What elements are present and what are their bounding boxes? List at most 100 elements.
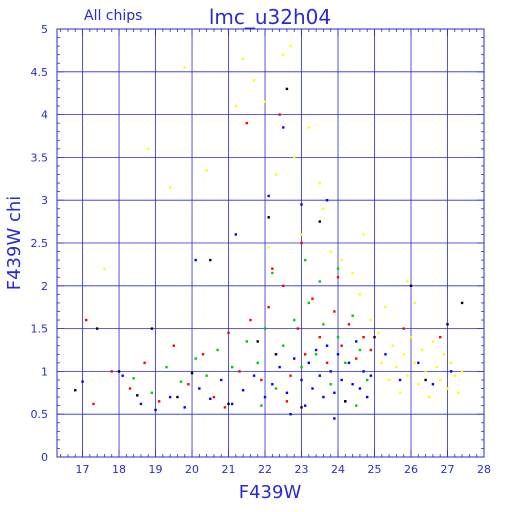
x-tick-marks (60, 29, 485, 457)
data-point (325, 199, 329, 202)
data-point (460, 370, 464, 373)
data-point (282, 53, 285, 56)
data-point (241, 389, 245, 392)
data-point (325, 361, 329, 365)
data-point (249, 318, 252, 322)
x-tick-label: 19 (149, 463, 163, 476)
grid-lines (57, 29, 484, 457)
data-point (271, 267, 274, 270)
data-point (358, 293, 362, 296)
data-point (256, 340, 259, 343)
data-point (238, 370, 241, 373)
data-point (340, 378, 343, 382)
data-point (344, 400, 347, 403)
data-point (355, 357, 358, 360)
data-point (322, 207, 325, 210)
data-point (402, 353, 405, 356)
data-point (296, 327, 300, 330)
data-point (322, 395, 325, 399)
data-point (245, 121, 248, 125)
data-point (362, 370, 365, 373)
data-point (446, 387, 449, 390)
data-point (300, 203, 303, 206)
data-point (300, 378, 303, 382)
data-point (285, 391, 289, 394)
data-point (380, 361, 384, 365)
data-point (117, 370, 121, 373)
data-point (336, 335, 340, 339)
data-point (395, 365, 398, 369)
data-point (351, 314, 354, 317)
data-point (435, 365, 438, 369)
data-point (322, 323, 325, 326)
data-point (143, 361, 146, 365)
data-point (336, 267, 340, 270)
y-tick-label: 1 (41, 365, 48, 378)
data-point (147, 147, 150, 151)
data-point (340, 258, 343, 262)
data-point (362, 233, 365, 236)
data-point (81, 380, 84, 383)
data-point (300, 241, 303, 245)
data-point (183, 66, 186, 69)
data-point (179, 380, 183, 383)
data-point (344, 361, 347, 365)
data-point (449, 361, 453, 365)
data-point (84, 318, 88, 322)
data-point (230, 365, 234, 369)
data-point (355, 404, 358, 407)
data-point (329, 250, 332, 253)
data-point (274, 173, 278, 176)
data-point (168, 395, 172, 399)
data-point (314, 348, 318, 352)
data-point (336, 276, 340, 279)
data-point (329, 370, 332, 373)
data-point (282, 284, 285, 287)
data-point (103, 267, 106, 270)
data-point (431, 383, 435, 386)
data-point (424, 378, 427, 382)
data-point (205, 374, 208, 377)
data-point (449, 370, 453, 373)
data-point (194, 357, 197, 360)
data-point (157, 400, 161, 403)
data-point (172, 344, 175, 347)
data-point (325, 344, 329, 347)
data-point (329, 383, 332, 386)
data-point (289, 44, 292, 48)
data-point (318, 374, 321, 377)
data-point (136, 394, 139, 397)
data-point (267, 194, 270, 198)
data-point (278, 365, 281, 369)
data-point (241, 57, 245, 61)
data-point (318, 220, 321, 223)
data-point (351, 383, 354, 386)
chart-title: lmc_u32h04 (209, 5, 331, 29)
data-point (263, 327, 267, 330)
data-point (92, 402, 95, 406)
data-point (398, 378, 402, 382)
data-point (406, 374, 409, 377)
y-tick-label: 5 (41, 23, 48, 36)
data-point (311, 297, 314, 300)
data-point (362, 335, 365, 339)
data-point (95, 327, 99, 330)
data-point (293, 357, 296, 360)
data-point (293, 156, 296, 159)
data-point (369, 318, 373, 322)
data-point (303, 404, 307, 407)
data-point (340, 344, 343, 347)
data-point (355, 340, 358, 343)
data-point (263, 395, 267, 399)
data-point (194, 258, 197, 262)
data-point (303, 353, 307, 356)
data-point (318, 280, 321, 283)
data-point (121, 374, 124, 377)
y-tick-label: 3 (41, 194, 48, 207)
x-tick-label: 23 (295, 463, 309, 476)
x-tick-label: 26 (404, 463, 418, 476)
data-point (384, 353, 387, 356)
data-point (369, 374, 373, 377)
x-tick-label: 24 (331, 463, 345, 476)
data-point (271, 271, 274, 275)
